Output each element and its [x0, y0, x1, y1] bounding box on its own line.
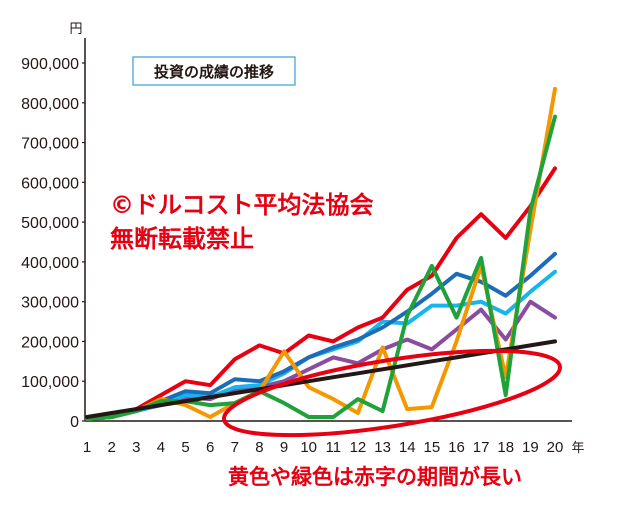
- y-tick-label: 100,000: [21, 374, 79, 391]
- series-line-6: [85, 114, 557, 421]
- copyright-notice: ©ドルコスト平均法協会: [110, 191, 374, 219]
- x-tick-label: 5: [181, 439, 189, 456]
- reproduction-notice: 無断転載禁止: [110, 225, 254, 253]
- x-tick-label: 11: [326, 439, 342, 456]
- series-line-5: [85, 86, 557, 421]
- x-tick-label: 14: [399, 439, 416, 456]
- series-line-7: [85, 339, 557, 419]
- x-tick-label: 12: [350, 439, 367, 456]
- annotation-note: 黄色や緑色は赤字の期間が長い: [228, 465, 522, 489]
- x-tick-label: 8: [255, 439, 263, 456]
- y-tick-label: 700,000: [21, 136, 79, 153]
- x-tick-label: 13: [374, 439, 391, 456]
- x-tick-label: 17: [473, 439, 490, 456]
- x-tick-label: 15: [423, 439, 440, 456]
- x-tick-label: 3: [132, 439, 140, 456]
- y-tick-label: 600,000: [21, 175, 79, 192]
- x-tick-label: 16: [448, 439, 465, 456]
- x-tick-label: 1: [83, 439, 91, 456]
- y-tick-label: 400,000: [21, 255, 79, 272]
- x-tick-label: 19: [522, 439, 539, 456]
- x-tick-label: 2: [107, 439, 115, 456]
- y-tick-label: 800,000: [21, 96, 79, 113]
- y-axis-ticks: 0 100,000 200,000 300,000 400,000 500,000 600,…: [21, 56, 85, 431]
- x-tick-label: 18: [497, 439, 514, 456]
- x-tick-label: 10: [300, 439, 317, 456]
- highlight-ellipse: [222, 348, 562, 438]
- y-tick-label: 300,000: [21, 295, 79, 312]
- series-layer: [85, 86, 557, 421]
- x-tick-label: 4: [157, 439, 165, 456]
- y-tick-label: 900,000: [21, 56, 79, 73]
- x-axis-unit: 年: [571, 441, 584, 456]
- y-tick-label: 0: [70, 414, 79, 431]
- y-axis-unit: 円: [69, 22, 82, 37]
- x-tick-label: 7: [231, 439, 239, 456]
- y-tick-label: 200,000: [21, 334, 79, 351]
- x-tick-label: 20: [547, 439, 564, 456]
- chart-title: 投資の成績の推移: [154, 63, 274, 81]
- x-axis-ticks: 1 2 3 4 5 6 7 8 9 10 11 12 13 14 15 16 17 18 19 20: [83, 439, 564, 456]
- series-line-4: [85, 166, 557, 421]
- x-tick-label: 6: [206, 439, 214, 456]
- y-tick-label: 500,000: [21, 215, 79, 232]
- x-tick-label: 9: [280, 439, 288, 456]
- chart-title-box: [132, 56, 296, 86]
